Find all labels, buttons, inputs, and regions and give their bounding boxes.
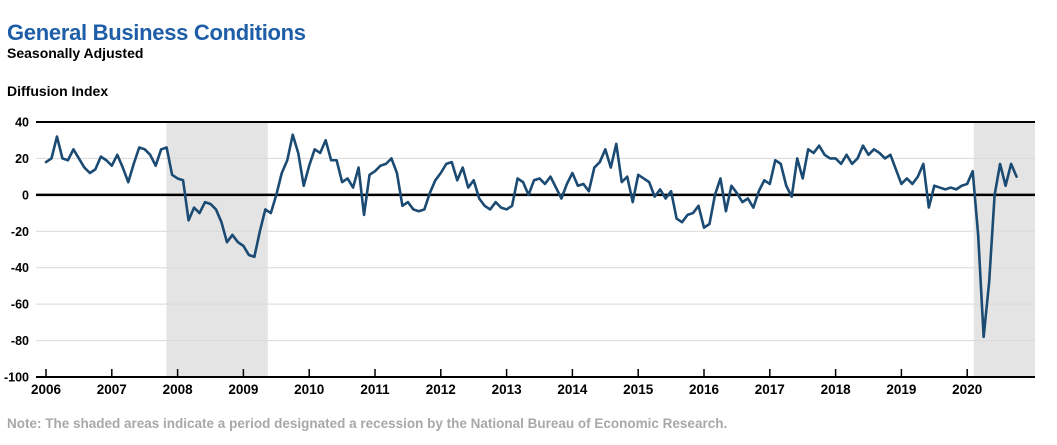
x-tick-label: 2010 [294,382,324,397]
y-tick-label: -60 [11,298,29,312]
x-tick-label: 2019 [886,382,916,397]
x-tick-label: 2011 [360,382,390,397]
y-tick-label: -80 [11,334,29,348]
chart-subtitle: Seasonally Adjusted [7,45,144,61]
x-tick-label: 2016 [689,382,720,397]
x-tick-label: 2014 [557,382,588,397]
y-tick-label: 20 [15,152,29,166]
y-tick-label: 40 [15,116,29,130]
x-tick-label: 2006 [31,382,62,397]
y-axis-title: Diffusion Index [7,83,109,99]
recession-band [166,122,268,377]
y-tick-label: -40 [11,261,29,275]
footnote: Note: The shaded areas indicate a period… [7,416,728,431]
y-tick-label: -100 [4,371,29,385]
chart-title: General Business Conditions [7,20,306,45]
y-tick-label: 0 [22,188,29,202]
x-tick-label: 2008 [163,382,194,397]
x-tick-label: 2017 [755,382,785,397]
x-tick-label: 2009 [228,382,258,397]
series-line [44,133,1018,339]
x-tick-label: 2020 [952,382,982,397]
recession-band [973,122,1035,377]
x-tick-label: 2018 [821,382,852,397]
x-tick-label: 2015 [623,382,654,397]
y-tick-label: -20 [11,225,29,239]
x-tick-label: 2012 [426,382,456,397]
x-tick-label: 2007 [97,382,127,397]
x-tick-label: 2013 [492,382,523,397]
